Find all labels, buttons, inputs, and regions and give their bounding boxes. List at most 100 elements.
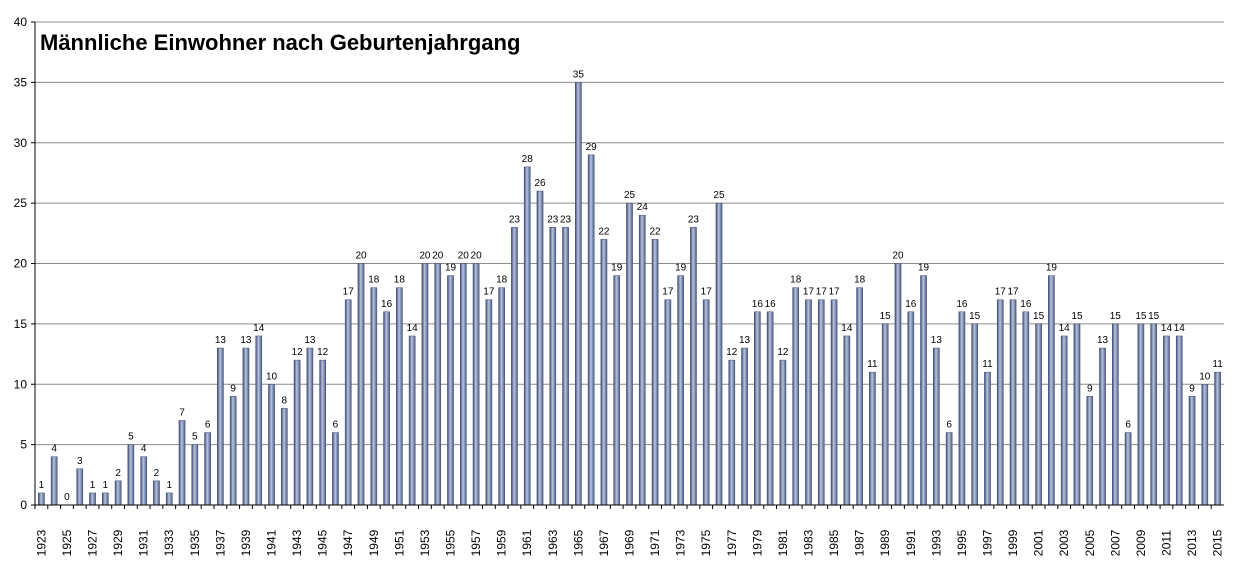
- x-tick-label: 1979: [750, 529, 764, 556]
- x-tick-label: 2005: [1083, 529, 1097, 556]
- data-label: 20: [432, 251, 444, 262]
- bar: [1201, 384, 1209, 506]
- x-tick-label: 1961: [520, 529, 534, 556]
- data-label: 12: [726, 347, 738, 358]
- x-tick-label: 1943: [290, 529, 304, 556]
- data-label: 14: [407, 323, 419, 334]
- x-tick-label: 1927: [86, 529, 100, 556]
- bar: [664, 299, 672, 506]
- bar: [984, 371, 991, 506]
- bar: [472, 263, 480, 506]
- data-label: 17: [483, 287, 495, 298]
- data-label: 19: [611, 263, 623, 274]
- bar: [587, 154, 595, 506]
- x-tick-label: 1975: [699, 529, 713, 556]
- bar: [89, 492, 96, 506]
- bar: [1214, 371, 1221, 506]
- x-tick-label: 2015: [1211, 529, 1225, 556]
- bar: [920, 275, 927, 506]
- bar: [140, 456, 147, 506]
- data-label: 17: [343, 287, 355, 298]
- data-label: 16: [1020, 299, 1032, 310]
- x-tick-label: 1995: [955, 529, 969, 556]
- bar: [677, 275, 684, 506]
- bar: [945, 432, 953, 506]
- x-tick-label: 1947: [341, 529, 355, 556]
- data-label: 23: [560, 214, 572, 225]
- bar: [268, 384, 275, 506]
- data-label: 5: [128, 432, 134, 443]
- bar: [1035, 323, 1042, 506]
- bar: [408, 335, 416, 506]
- bar: [638, 214, 646, 506]
- data-label: 17: [803, 287, 815, 298]
- bar: [881, 323, 889, 506]
- bar: [869, 371, 876, 506]
- x-tick-label: 1999: [1006, 529, 1020, 556]
- data-label: 6: [1125, 420, 1131, 431]
- data-label: 4: [51, 444, 57, 455]
- bar: [1188, 396, 1196, 506]
- data-label: 20: [355, 251, 367, 262]
- bar: [600, 239, 608, 506]
- data-label: 15: [969, 311, 981, 322]
- data-label: 6: [946, 420, 952, 431]
- x-tick-label: 1989: [878, 529, 892, 556]
- x-tick-label: 2001: [1032, 529, 1046, 556]
- data-label: 18: [368, 275, 380, 286]
- data-label: 1: [39, 480, 45, 491]
- data-label: 12: [317, 347, 329, 358]
- data-label: 9: [230, 383, 236, 394]
- bar: [715, 202, 723, 506]
- x-tick-label: 1933: [162, 529, 176, 556]
- data-label: 2: [115, 468, 121, 479]
- y-tick-label: 10: [14, 377, 28, 391]
- x-tick-label: 1969: [623, 529, 637, 556]
- bar: [1048, 275, 1055, 506]
- data-label: 16: [381, 299, 393, 310]
- data-label: 15: [1135, 311, 1147, 322]
- data-label: 16: [956, 299, 968, 310]
- data-label: 15: [1033, 311, 1045, 322]
- data-label: 17: [828, 287, 840, 298]
- bar: [229, 396, 237, 506]
- x-tick-label: 1931: [137, 529, 151, 556]
- bar: [153, 480, 160, 506]
- data-label: 11: [867, 359, 878, 370]
- data-label: 13: [215, 335, 227, 346]
- bar: [613, 275, 621, 506]
- bar: [459, 263, 467, 506]
- bar: [370, 287, 378, 506]
- x-tick-labels: 1923 1925 1927 1929 1931 1933 1935 1937 1939 1941…: [34, 529, 1224, 556]
- data-label: 16: [765, 299, 777, 310]
- x-tick-label: 1963: [546, 529, 560, 556]
- data-label: 11: [982, 359, 993, 370]
- data-label: 25: [624, 190, 636, 201]
- x-tick-label: 1985: [827, 529, 841, 556]
- data-label: 12: [777, 347, 789, 358]
- data-label: 22: [650, 226, 662, 237]
- x-tick-label: 1955: [444, 529, 458, 556]
- bar: [191, 444, 199, 506]
- bar: [958, 311, 966, 506]
- data-label: 14: [1161, 323, 1173, 334]
- data-label: 23: [688, 214, 700, 225]
- x-tick-label: 1935: [188, 529, 202, 556]
- data-label: 24: [637, 202, 649, 213]
- data-label: 13: [1097, 335, 1109, 346]
- data-label: 0: [64, 492, 70, 503]
- bar: [511, 227, 518, 506]
- x-tick-label: 1987: [853, 529, 867, 556]
- bar: [933, 347, 940, 506]
- bar: [101, 492, 109, 506]
- data-label: 14: [1059, 323, 1071, 334]
- bar: [383, 311, 390, 506]
- data-label: 15: [1071, 311, 1083, 322]
- y-tick-label: 25: [14, 196, 28, 210]
- data-label: 20: [419, 251, 431, 262]
- data-label: 9: [1087, 383, 1093, 394]
- bar: [1060, 335, 1068, 506]
- data-label: 13: [739, 335, 751, 346]
- x-tick-label: 1939: [239, 529, 253, 556]
